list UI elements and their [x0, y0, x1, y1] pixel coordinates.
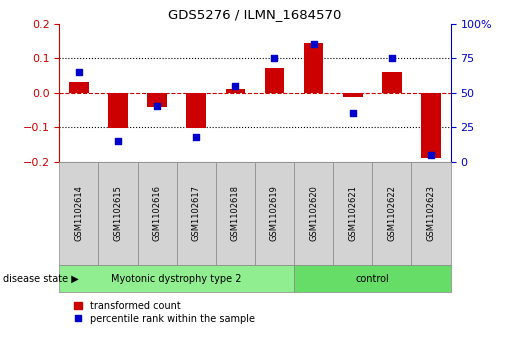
Point: [75, 69, 83, 75]
Text: GSM1102620: GSM1102620: [309, 185, 318, 241]
Bar: [304, 43, 323, 93]
Text: GSM1102619: GSM1102619: [270, 185, 279, 241]
Point: [310, 41, 318, 47]
Bar: [69, 82, 89, 93]
Legend: transformed count, percentile rank within the sample: transformed count, percentile rank withi…: [74, 301, 255, 324]
Point: [231, 83, 239, 89]
Point: [153, 103, 161, 109]
Bar: [382, 72, 402, 93]
Text: GSM1102617: GSM1102617: [192, 185, 201, 241]
Bar: [343, 93, 363, 97]
Text: GSM1102622: GSM1102622: [387, 185, 397, 241]
Text: GSM1102616: GSM1102616: [152, 185, 162, 241]
Text: GSM1102618: GSM1102618: [231, 185, 240, 241]
Text: control: control: [355, 274, 389, 284]
Title: GDS5276 / ILMN_1684570: GDS5276 / ILMN_1684570: [168, 8, 341, 21]
Point: [427, 152, 435, 158]
Text: GSM1102621: GSM1102621: [348, 185, 357, 241]
Bar: [421, 93, 441, 158]
Point: [114, 138, 122, 144]
Bar: [265, 68, 284, 93]
Text: disease state ▶: disease state ▶: [3, 274, 78, 284]
Text: GSM1102623: GSM1102623: [426, 185, 436, 241]
Bar: [147, 93, 167, 107]
Text: Myotonic dystrophy type 2: Myotonic dystrophy type 2: [111, 274, 242, 284]
Point: [270, 55, 279, 61]
Text: GSM1102614: GSM1102614: [74, 185, 83, 241]
Point: [349, 110, 357, 116]
Text: GSM1102615: GSM1102615: [113, 185, 123, 241]
Point: [388, 55, 396, 61]
Bar: [186, 93, 206, 128]
Point: [192, 134, 200, 140]
Bar: [226, 89, 245, 93]
Bar: [108, 93, 128, 128]
